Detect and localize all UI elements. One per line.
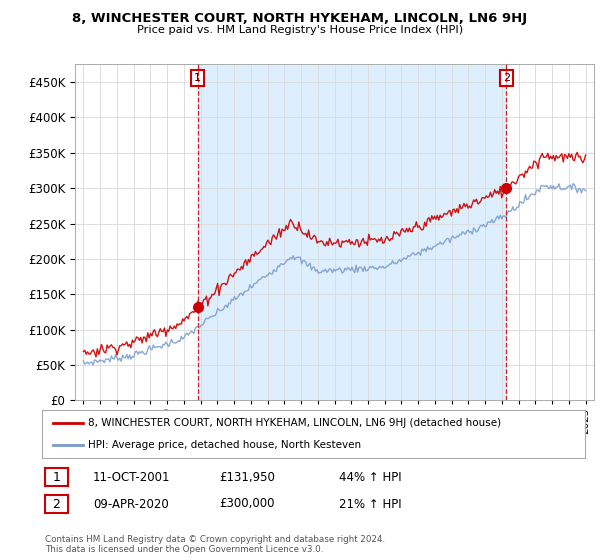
Text: £300,000: £300,000 [219,497,275,511]
Text: 8, WINCHESTER COURT, NORTH HYKEHAM, LINCOLN, LN6 9HJ (detached house): 8, WINCHESTER COURT, NORTH HYKEHAM, LINC… [88,418,501,428]
Text: £131,950: £131,950 [219,470,275,484]
Text: 8, WINCHESTER COURT, NORTH HYKEHAM, LINCOLN, LN6 9HJ: 8, WINCHESTER COURT, NORTH HYKEHAM, LINC… [73,12,527,25]
Text: 11-OCT-2001: 11-OCT-2001 [93,470,170,484]
Text: 2: 2 [52,497,61,511]
Text: 1: 1 [194,73,201,83]
Text: 2: 2 [503,73,510,83]
Text: Contains HM Land Registry data © Crown copyright and database right 2024.
This d: Contains HM Land Registry data © Crown c… [45,535,385,554]
Text: 44% ↑ HPI: 44% ↑ HPI [339,470,401,484]
Text: 09-APR-2020: 09-APR-2020 [93,497,169,511]
Bar [198,64,506,400]
Text: 21% ↑ HPI: 21% ↑ HPI [339,497,401,511]
Text: Price paid vs. HM Land Registry's House Price Index (HPI): Price paid vs. HM Land Registry's House … [137,25,463,35]
Text: HPI: Average price, detached house, North Kesteven: HPI: Average price, detached house, Nort… [88,440,361,450]
Text: 1: 1 [52,470,61,484]
